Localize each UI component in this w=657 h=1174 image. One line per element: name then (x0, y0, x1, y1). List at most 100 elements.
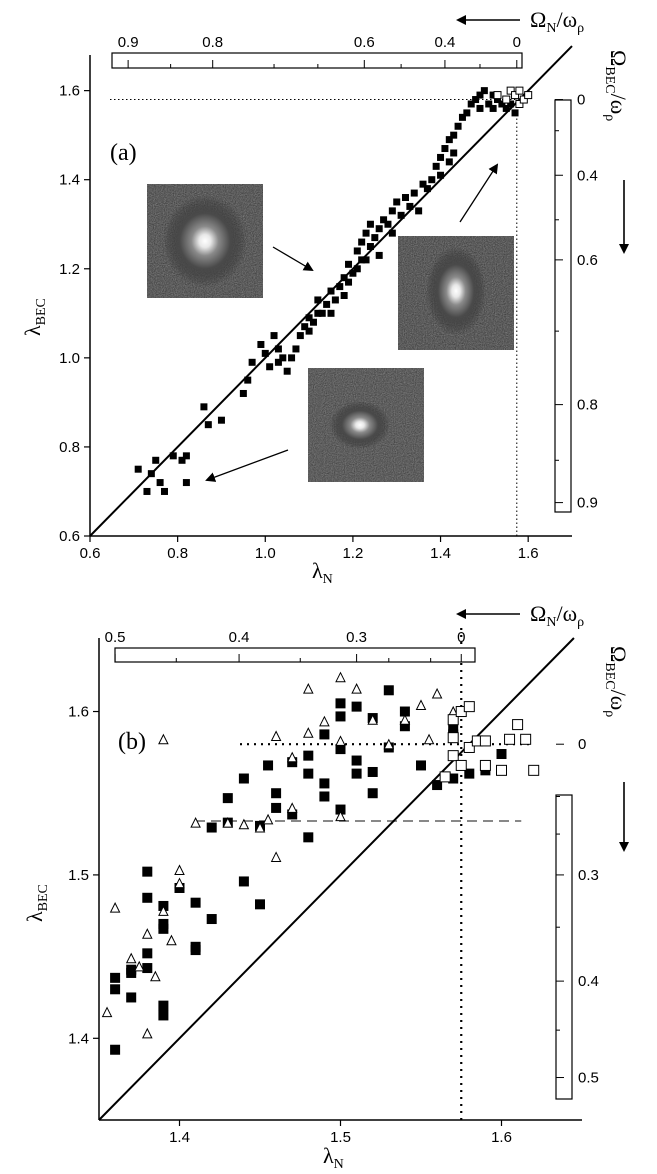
data-point-filled-square (270, 332, 278, 340)
data-point-open-square (519, 95, 528, 104)
data-point-filled-square (248, 358, 256, 366)
data-point-filled-square (366, 243, 374, 251)
panel-a: 0.6 0.8 1.0 1.2 1.4 1.6 0.6 0.8 1.0 1.2 1.4 1.6 0.… (20, 7, 631, 587)
data-point-filled-square (507, 100, 515, 108)
panel-a-x-axis-title: λN (312, 558, 333, 587)
right-axis-tick-label: 0 (577, 92, 585, 109)
data-point-filled-square (319, 791, 330, 802)
data-point-filled-square (134, 465, 142, 473)
panel-b-reference-line (98, 637, 575, 1121)
panel-a-points (134, 86, 533, 495)
inset-lower (308, 368, 424, 482)
panel-a-right-axis-bar (554, 99, 572, 513)
top-axis-tick-label: 0 (457, 629, 465, 646)
y-tick-label: 1.6 (68, 704, 89, 721)
data-point-open-square (515, 99, 524, 108)
data-point-filled-square (126, 992, 137, 1003)
data-point-filled-square (190, 897, 201, 908)
panel-b-right-axis-bar (555, 794, 573, 1100)
right-axis-tick-label: 0.4 (578, 973, 599, 990)
data-point-filled-square (358, 238, 366, 246)
data-point-filled-square (345, 260, 353, 268)
data-point-filled-square (303, 750, 314, 761)
data-point-filled-square (367, 766, 378, 777)
data-point-filled-square (296, 332, 304, 340)
right-axis-tick-label: 0.6 (577, 252, 598, 269)
data-point-filled-square (190, 945, 201, 956)
data-point-open-triangle (286, 802, 298, 813)
x-tick-label: 0.8 (167, 545, 188, 562)
data-point-filled-square (362, 256, 370, 264)
data-point-filled-square (437, 171, 445, 179)
data-point-open-square (447, 750, 459, 762)
x-tick-label: 1.4 (430, 545, 451, 562)
data-point-open-triangle (141, 928, 153, 939)
data-point-filled-square (327, 287, 335, 295)
data-point-filled-square (410, 189, 418, 197)
data-point-open-triangle (141, 1027, 153, 1039)
data-point-filled-square (160, 487, 168, 495)
data-point-filled-square (476, 91, 484, 99)
panel-a-top-axis-ticks: 0.9 0.8 0.6 0.4 0 (118, 34, 521, 68)
data-point-open-square (463, 701, 475, 713)
data-point-filled-square (502, 104, 510, 112)
y-tick-label: 1.4 (59, 172, 80, 189)
data-point-filled-square (380, 216, 388, 224)
panel-a-y-ticks: 0.6 0.8 1.0 1.2 1.4 1.6 (59, 83, 90, 545)
data-point-filled-square (142, 963, 153, 974)
data-point-open-square (463, 741, 475, 753)
data-point-open-triangle (302, 683, 314, 694)
data-point-filled-square (496, 749, 507, 760)
data-point-filled-square (454, 122, 462, 130)
data-point-filled-square (467, 100, 475, 108)
data-point-filled-square (301, 323, 309, 331)
data-point-open-triangle (238, 818, 250, 830)
data-point-filled-square (238, 876, 249, 887)
panel-b: 1.4 1.5 1.6 1.41.51.6 0.5 0.4 0.3 0 00.30.40.… (22, 601, 631, 1172)
data-point-filled-square (274, 345, 282, 353)
data-point-filled-square (388, 207, 396, 215)
data-point-filled-square (450, 131, 458, 139)
data-point-open-triangle (150, 970, 161, 982)
data-point-filled-square (222, 793, 233, 804)
data-point-filled-square (335, 711, 346, 722)
top-axis-tick-label: 0.5 (105, 629, 126, 646)
data-point-open-square (512, 719, 524, 731)
data-point-filled-square (336, 283, 344, 291)
inset-right (398, 236, 514, 350)
data-point-filled-square (463, 109, 471, 117)
data-point-open-square (515, 86, 524, 95)
data-point-filled-square (319, 729, 330, 740)
data-point-filled-square (142, 892, 153, 903)
data-point-open-square (479, 759, 491, 771)
panel-a-top-axis-title: ΩN/ωρ (530, 7, 584, 36)
data-point-filled-square (445, 136, 453, 144)
data-point-filled-square (158, 1000, 169, 1011)
data-point-filled-square (401, 194, 409, 202)
y-tick-label: 1.2 (59, 261, 80, 278)
data-point-open-triangle (254, 821, 266, 833)
panel-a-x-ticks: 0.6 0.8 1.0 1.2 1.4 1.6 (80, 536, 539, 562)
x-tick-label: 1.0 (255, 545, 276, 562)
data-point-open-triangle (335, 671, 346, 683)
data-point-open-triangle (190, 817, 201, 828)
data-point-open-square (496, 764, 507, 776)
data-point-filled-square (362, 229, 370, 237)
data-point-filled-square (351, 755, 362, 766)
data-point-filled-square (261, 349, 269, 357)
data-point-filled-square (303, 768, 314, 779)
panel-b-top-axis-bar (114, 647, 476, 663)
data-point-filled-square (318, 309, 326, 317)
data-point-open-triangle (158, 733, 169, 745)
panel-b-points (101, 671, 540, 1055)
data-point-filled-square (458, 113, 466, 121)
right-axis-tick-label: 0.4 (577, 167, 598, 184)
data-point-open-square (493, 91, 502, 100)
data-point-open-square (479, 735, 491, 747)
data-point-filled-square (178, 456, 186, 464)
data-point-filled-square (358, 256, 366, 264)
data-point-open-triangle (270, 730, 282, 742)
data-point-filled-square (445, 158, 453, 166)
panel-a-arrow-upper-left (272, 246, 314, 272)
